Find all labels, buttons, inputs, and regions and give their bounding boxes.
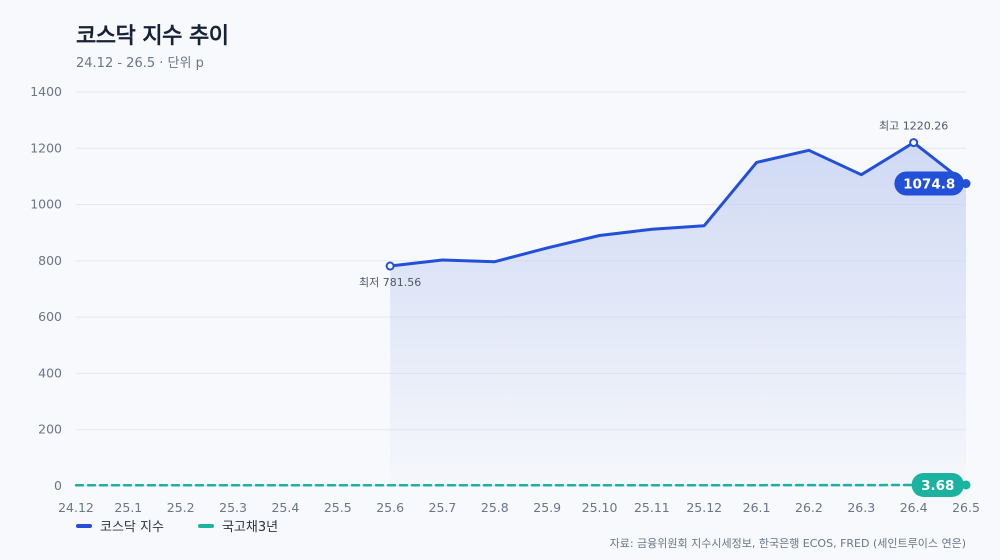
end-label-badge-1	[911, 472, 964, 497]
source-note: 자료: 금융위원회 지수시세정보, 한국은행 ECOS, FRED (세인트루이…	[609, 537, 966, 550]
x-tick-label: 25.7	[429, 500, 457, 515]
y-tick-label: 600	[38, 309, 62, 324]
legend: 코스닥 지수 국고채3년	[76, 516, 278, 535]
x-tick-label: 25.5	[324, 500, 352, 515]
legend-item-kosdaq[interactable]: 코스닥 지수	[76, 516, 164, 535]
x-tick-label: 26.5	[952, 500, 980, 515]
annotation-label: 최고 1220.26	[879, 120, 948, 133]
area-fill-0	[390, 142, 967, 486]
y-tick-label: 400	[38, 365, 62, 380]
annotation-label: 최저 781.56	[359, 276, 421, 289]
y-tick-label: 1000	[30, 197, 62, 212]
x-tick-label: 25.2	[167, 500, 195, 515]
series-line-0	[388, 141, 968, 268]
x-tick-label: 26.4	[900, 500, 928, 515]
x-tick-label: 25.12	[686, 500, 722, 515]
legend-swatch-bond	[197, 523, 214, 528]
chart-title: 코스닥 지수 추이	[76, 24, 229, 49]
end-label-1: 3.68	[921, 478, 954, 494]
end-label-badge-0	[894, 171, 964, 196]
annotation-marker	[385, 261, 395, 271]
legend-label-bond: 국고채3년	[221, 520, 279, 535]
x-tick-label: 24.12	[58, 500, 94, 515]
x-tick-label: 25.6	[376, 500, 404, 515]
legend-swatch-kosdaq	[76, 523, 92, 528]
x-tick-label: 25.1	[114, 500, 142, 515]
legend-label-kosdaq: 코스닥 지수	[100, 520, 164, 535]
legend-item-bond[interactable]: 국고채3년	[197, 516, 279, 535]
y-tick-label: 0	[54, 478, 62, 493]
chart-subtitle: 24.12 - 26.5 · 단위 p	[76, 56, 204, 71]
y-tick-label: 1200	[30, 140, 62, 155]
x-tick-label: 25.8	[481, 500, 509, 515]
end-label-0: 1074.8	[903, 177, 955, 193]
x-tick-label: 25.9	[533, 500, 561, 515]
x-tick-label: 25.11	[634, 500, 670, 515]
y-tick-label: 800	[38, 253, 62, 268]
x-tick-label: 26.1	[743, 500, 771, 515]
y-tick-label: 200	[38, 422, 62, 437]
y-tick-label: 1400	[30, 84, 62, 99]
x-tick-label: 25.3	[219, 500, 247, 515]
x-tick-label: 26.2	[795, 500, 823, 515]
x-tick-label: 25.4	[271, 500, 299, 515]
x-tick-label: 25.10	[582, 500, 618, 515]
annotation-marker	[909, 138, 919, 148]
x-tick-label: 26.3	[847, 500, 875, 515]
